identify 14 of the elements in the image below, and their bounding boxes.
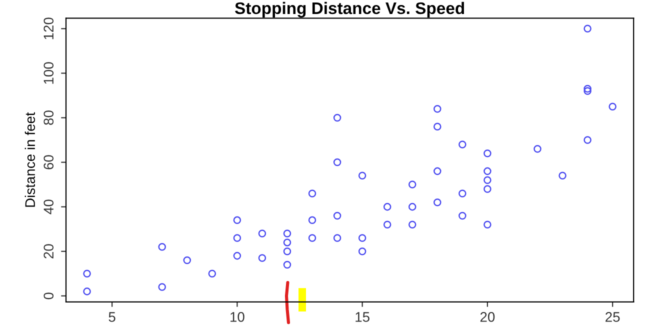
y-tick-label: 0: [44, 292, 54, 300]
y-tick-label: 40: [44, 200, 54, 214]
y-tick-label: 80: [44, 110, 54, 125]
y-axis-title: Distance in feet: [24, 112, 36, 207]
y-tick-label: 120: [44, 18, 54, 40]
y-tick-label: 60: [44, 155, 54, 170]
chart-title: Stopping Distance Vs. Speed: [234, 2, 464, 18]
x-tick-label: 5: [108, 312, 116, 322]
x-tick-label: 15: [356, 312, 370, 322]
x-tick-label: 25: [606, 312, 620, 322]
y-tick-label: 20: [44, 244, 54, 258]
x-tick-label: 20: [480, 312, 495, 322]
x-tick-label: 10: [230, 312, 244, 322]
y-tick-label: 100: [44, 62, 54, 84]
